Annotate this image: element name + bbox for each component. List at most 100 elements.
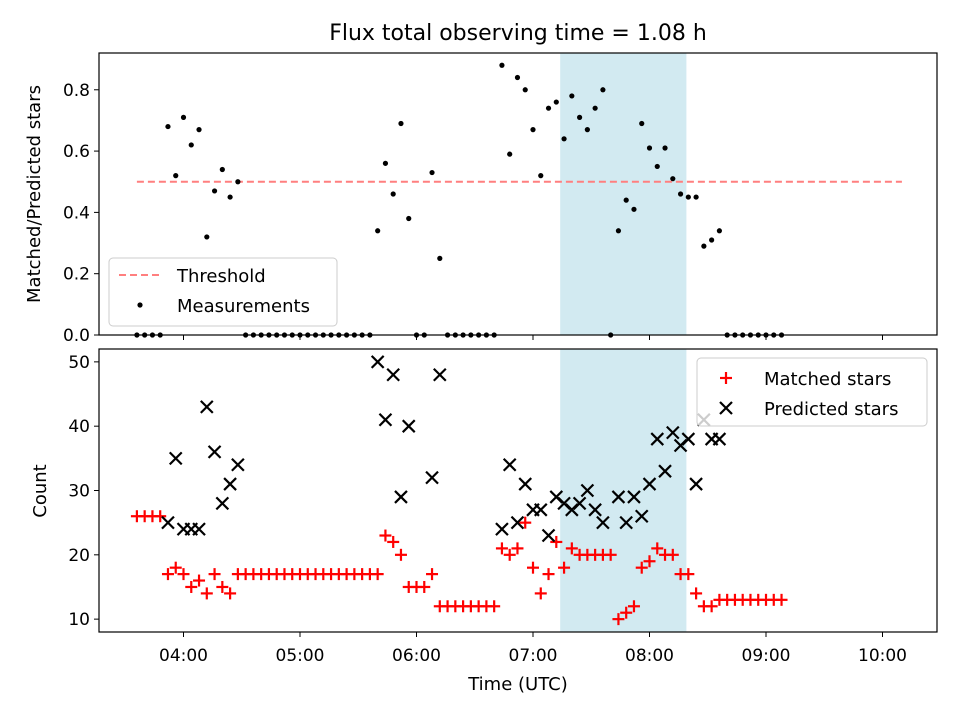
x-tick-label: 05:00 — [276, 646, 325, 666]
y-tick-label: 0.8 — [63, 81, 90, 101]
measurement-point — [685, 194, 691, 200]
predicted-stars-point — [580, 483, 595, 498]
y-tick-label: 0.0 — [63, 326, 90, 346]
matched-stars-point — [216, 580, 229, 593]
predicted-stars-point — [215, 496, 230, 511]
measurement-point — [204, 234, 210, 240]
measurement-point — [514, 74, 521, 81]
measurement-point — [499, 62, 505, 68]
matched-stars-point — [426, 568, 439, 581]
bottom-ylabel: Count — [30, 464, 51, 517]
predicted-stars-point — [510, 515, 525, 530]
matched-stars-point — [705, 600, 718, 613]
matched-stars-point — [488, 600, 501, 613]
predicted-stars-point — [192, 522, 206, 536]
x-tick-label: 10:00 — [858, 646, 907, 666]
measurement-point — [662, 145, 668, 151]
predicted-stars-point — [666, 425, 680, 440]
matched-stars-point — [775, 593, 788, 606]
y-tick-label: 30 — [68, 482, 90, 502]
predicted-stars-point — [658, 464, 672, 478]
threshold-legend-label: Threshold — [176, 266, 266, 287]
matched-stars-point — [387, 535, 400, 548]
measurement-point — [577, 114, 583, 120]
measurements-legend-label: Measurements — [177, 296, 310, 317]
matched-stars-point — [418, 580, 431, 593]
predicted-legend-marker — [719, 401, 733, 415]
matched-stars-point — [651, 542, 664, 555]
bottom-legend: Matched stars Predicted stars — [696, 357, 928, 427]
measurement-point — [592, 105, 598, 111]
matched-legend-marker — [720, 372, 732, 384]
predicted-stars-point — [627, 490, 641, 504]
measurement-point — [211, 188, 218, 194]
predicted-stars-point — [231, 457, 245, 472]
top-y-ticks: 0.0 0.2 0.4 0.6 0.8 — [63, 81, 99, 346]
predicted-stars-point — [200, 400, 214, 414]
predicted-stars-point — [401, 419, 416, 433]
predicted-stars-point — [207, 445, 222, 459]
bottom-marks — [130, 355, 788, 626]
x-tick-label: 09:00 — [742, 646, 791, 666]
matched-stars-point — [169, 561, 182, 574]
matched-stars-point — [643, 555, 656, 568]
predicted-stars-point — [588, 503, 602, 517]
measurement-point — [569, 93, 575, 99]
y-tick-label: 50 — [68, 353, 90, 373]
predicted-stars-point — [642, 477, 657, 491]
measurement-point — [530, 127, 536, 133]
predicted-stars-point — [223, 477, 237, 491]
matched-stars-point — [161, 568, 174, 581]
matched-stars-point — [193, 574, 206, 587]
predicted-stars-point — [541, 528, 556, 543]
measurement-point — [553, 99, 559, 105]
matched-stars-point — [519, 516, 532, 529]
measurement-point — [639, 120, 645, 127]
top-highlight-window — [560, 53, 687, 335]
y-tick-label: 10 — [68, 610, 90, 630]
matched-stars-point — [612, 613, 625, 626]
predicted-stars-point — [689, 477, 703, 491]
predicted-stars-point — [161, 515, 175, 530]
measurement-point — [398, 120, 404, 127]
matched-stars-point — [682, 568, 695, 581]
x-axis-label: Time (UTC) — [467, 674, 568, 695]
top-plot-frame — [98, 52, 938, 336]
matched-stars-point — [379, 529, 392, 542]
matched-stars-point — [527, 561, 539, 574]
predicted-stars-point — [533, 503, 548, 517]
measurement-point — [375, 228, 381, 234]
bottom-x-ticks: 04:00 05:00 06:00 07:00 08:00 09:00 10:00 — [159, 632, 907, 666]
predicted-stars-point — [425, 470, 439, 485]
matched-stars-point — [154, 510, 167, 523]
measurement-point — [584, 127, 590, 133]
measurement-point — [429, 169, 435, 176]
matched-stars-point — [503, 548, 516, 561]
measurement-point — [670, 176, 676, 182]
top-ylabel: Matched/Predicted stars — [24, 85, 45, 303]
measurement-point — [227, 194, 233, 200]
matched-stars-point — [394, 548, 407, 561]
predicted-stars-point — [386, 367, 400, 382]
matched-stars-point — [627, 600, 640, 613]
predicted-stars-point — [168, 451, 183, 466]
predicted-stars-point — [433, 367, 447, 382]
y-tick-label: 0.2 — [63, 265, 90, 285]
matched-stars-point — [534, 587, 547, 600]
x-tick-label: 08:00 — [625, 646, 674, 666]
predicted-stars-point — [634, 509, 649, 524]
matched-stars-point — [511, 542, 524, 555]
measurement-point — [709, 237, 715, 243]
bottom-highlight-window — [560, 349, 687, 632]
measurement-point — [716, 228, 723, 234]
x-tick-label: 07:00 — [509, 646, 558, 666]
measurement-point — [390, 191, 396, 197]
y-tick-label: 0.6 — [63, 142, 90, 162]
predicted-stars-point — [572, 496, 587, 511]
measurement-point — [677, 191, 684, 197]
matched-stars-point — [177, 568, 190, 581]
measurement-point — [188, 142, 194, 148]
top-legend-box — [108, 257, 338, 327]
predicted-stars-point — [370, 355, 385, 369]
predicted-stars-point — [518, 477, 533, 491]
